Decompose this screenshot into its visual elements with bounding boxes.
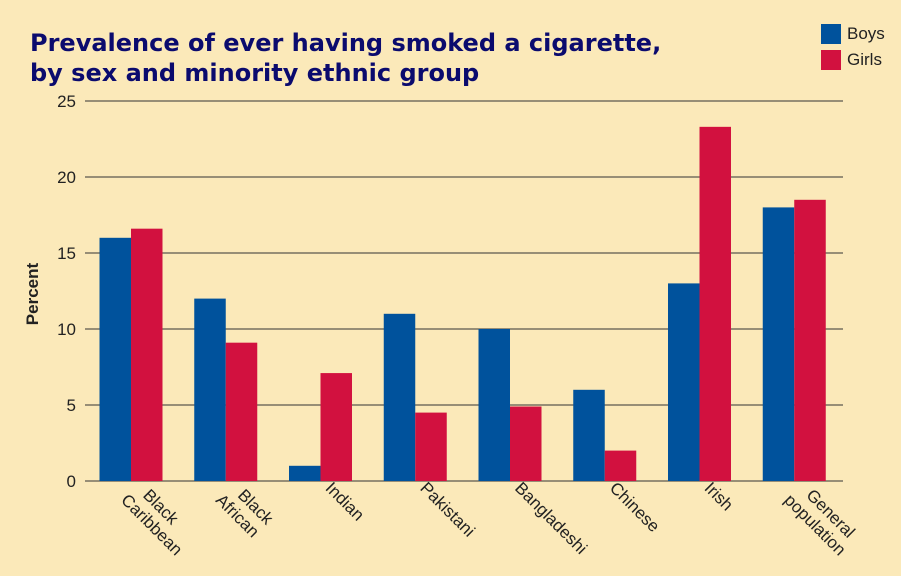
y-tick-label-25: 25 bbox=[57, 92, 76, 111]
bar-boys-4 bbox=[478, 329, 510, 481]
y-tick-label-5: 5 bbox=[67, 396, 76, 415]
legend-item-boys: Boys bbox=[821, 22, 885, 46]
bar-girls-3 bbox=[415, 412, 447, 481]
bar-girls-6 bbox=[699, 126, 731, 481]
legend-swatch-girls bbox=[821, 50, 841, 70]
x-tick-label-7: Generalpopulation bbox=[781, 477, 863, 559]
y-tick-label-0: 0 bbox=[67, 472, 76, 491]
legend-label-girls: Girls bbox=[847, 50, 882, 69]
bar-boys-0 bbox=[99, 237, 131, 481]
x-tick-label-3: Pakistani bbox=[416, 478, 478, 540]
bar-boys-6 bbox=[668, 283, 700, 481]
y-tick-label-20: 20 bbox=[57, 168, 76, 187]
x-tick-label-5: Chinese bbox=[606, 478, 664, 536]
bar-girls-7 bbox=[794, 199, 826, 482]
chart-title-line-1: Prevalence of ever having smoked a cigar… bbox=[30, 29, 662, 57]
bar-girls-2 bbox=[320, 373, 352, 481]
legend-swatch-boys bbox=[821, 24, 841, 44]
legend-label-boys: Boys bbox=[847, 24, 885, 43]
chart-title-line-2: by sex and minority ethnic group bbox=[30, 59, 480, 87]
legend-item-girls: Girls bbox=[821, 48, 885, 72]
x-tick-label-6: Irish bbox=[701, 478, 737, 514]
y-axis-label: Percent bbox=[23, 262, 42, 325]
bar-boys-1 bbox=[194, 298, 226, 481]
bar-girls-1 bbox=[225, 342, 258, 481]
bar-girls-5 bbox=[604, 450, 637, 481]
bar-boys-3 bbox=[383, 313, 416, 481]
bar-boys-2 bbox=[289, 465, 321, 481]
bar-girls-4 bbox=[510, 406, 542, 481]
bar-boys-7 bbox=[762, 207, 795, 481]
x-tick-label-1: BlackAfrican bbox=[212, 477, 277, 542]
x-tick-label-0: BlackCaribbean bbox=[117, 477, 199, 559]
y-tick-label-10: 10 bbox=[57, 320, 76, 339]
y-tick-label-15: 15 bbox=[57, 244, 76, 263]
legend: Boys Girls bbox=[821, 22, 885, 74]
x-tick-label-2: Indian bbox=[322, 478, 368, 524]
x-tick-label-4: Bangladeshi bbox=[511, 478, 591, 558]
bar-boys-5 bbox=[573, 389, 605, 481]
bar-girls-0 bbox=[131, 228, 163, 481]
chart-title: Prevalence of ever having smoked a cigar… bbox=[30, 28, 661, 88]
